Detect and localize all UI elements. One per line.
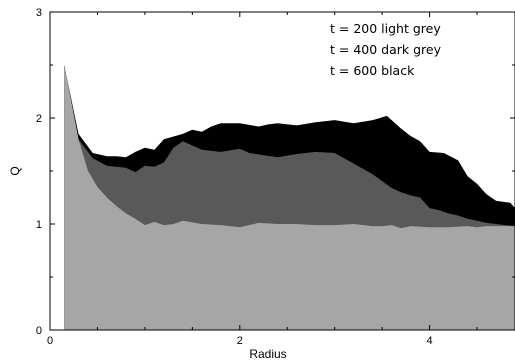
area-series-group <box>64 65 515 330</box>
legend: t = 200 light grey t = 400 dark grey t =… <box>330 21 442 78</box>
y-axis-label: Q <box>8 166 22 175</box>
x-tick-label: 0 <box>47 335 53 347</box>
axis-tick-labels: 0 2 4 0 1 2 3 <box>36 7 433 347</box>
x-tick-label: 2 <box>237 335 243 347</box>
y-tick-label: 0 <box>36 325 42 337</box>
area-series-3 <box>64 65 515 330</box>
y-tick-label: 1 <box>36 219 42 231</box>
x-tick-label: 4 <box>427 335 433 347</box>
legend-entry-t200: t = 200 light grey <box>330 21 441 36</box>
legend-entry-t600: t = 600 black <box>330 63 415 78</box>
y-tick-label: 3 <box>36 7 42 19</box>
x-axis-label: Radius <box>249 347 286 361</box>
y-tick-label: 2 <box>36 113 42 125</box>
legend-entry-t400: t = 400 dark grey <box>330 42 442 57</box>
axis-ticks <box>49 11 515 331</box>
